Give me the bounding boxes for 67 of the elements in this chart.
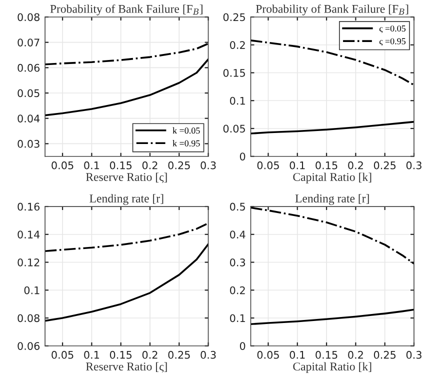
x-tick-label: 0.3 — [406, 350, 422, 359]
x-tick-label: 0.3 — [200, 350, 216, 359]
y-tick-label: 0.2 — [230, 286, 245, 294]
x-axis-title: Capital Ratio [k] — [293, 172, 372, 184]
y-tick-label: 0.07 — [18, 38, 40, 46]
x-tick-label: 0.3 — [200, 161, 216, 170]
x-tick-label: 0.15 — [316, 350, 338, 359]
y-tick-label: 0.12 — [18, 258, 40, 266]
line-series — [45, 58, 208, 116]
x-axis-title: Capital Ratio [k] — [293, 362, 372, 373]
chart-title: Lending rate [r] — [295, 194, 369, 205]
line-series — [250, 308, 414, 326]
y-tick-label: 0.08 — [18, 13, 40, 22]
y-tick-label: 0.05 — [223, 124, 245, 133]
y-tick-label: 0.3 — [230, 258, 246, 266]
x-tick-label: 0.25 — [374, 161, 396, 170]
y-tick-label: 0.4 — [230, 230, 246, 238]
x-tick-label: 0.05 — [52, 161, 74, 170]
line-series — [45, 222, 208, 252]
x-axis-title: Reserve Ratio [ς] — [86, 172, 167, 183]
y-tick-label: 0.03 — [18, 140, 40, 148]
x-tick-label: 0.25 — [374, 350, 396, 359]
chart-title: Probability of Bank Failure [F$_{B}$] — [50, 4, 202, 16]
x-tick-label: 0.25 — [168, 350, 190, 359]
y-tick-label: 0.1 — [230, 314, 245, 322]
x-tick-label: 0.15 — [316, 161, 338, 170]
y-tick-label: 0.14 — [18, 230, 40, 238]
y-tick-label: 0.16 — [18, 202, 40, 211]
chart-title: Probability of Bank Failure [F$_{B}$] — [256, 4, 408, 16]
y-tick-label: 0.25 — [223, 13, 245, 22]
y-tick-label: 0.1 — [230, 96, 245, 105]
y-tick-label: 0.04 — [18, 114, 40, 122]
x-tick-label: 0.2 — [142, 161, 158, 170]
legend-label: k =0.95 — [172, 140, 200, 146]
x-tick-label: 0.2 — [142, 350, 158, 359]
y-tick-label: 0.2 — [230, 41, 245, 49]
y-tick-label: 0.06 — [18, 64, 40, 72]
x-tick-label: 0.1 — [84, 161, 100, 170]
x-axis-title: Reserve Ratio [ς] — [86, 362, 167, 372]
x-tick-label: 0.1 — [84, 350, 100, 359]
y-tick-label: 0.5 — [230, 202, 245, 211]
legend-label: ς =0.95 — [379, 38, 406, 46]
y-tick-label: 0.05 — [18, 89, 40, 98]
line-series — [45, 42, 208, 66]
y-tick-label: 0.1 — [24, 286, 40, 294]
y-tick-label: 0 — [240, 342, 246, 350]
y-tick-label: 0.15 — [223, 68, 245, 77]
y-tick-label: 0 — [240, 152, 246, 160]
x-tick-label: 0.1 — [290, 350, 305, 359]
legend-label: ς =0.05 — [379, 25, 406, 34]
line-series — [250, 40, 414, 86]
x-tick-label: 0.2 — [348, 350, 363, 359]
legend-label: k =0.05 — [172, 127, 200, 134]
x-tick-label: 0.05 — [257, 161, 279, 170]
x-tick-label: 0.15 — [110, 350, 132, 359]
x-tick-label: 0.2 — [348, 161, 363, 170]
chart-title: Lending rate [r] — [90, 194, 164, 205]
x-tick-label: 0.05 — [52, 350, 74, 359]
line-series — [45, 243, 208, 322]
line-series — [250, 120, 414, 134]
x-tick-label: 0.15 — [110, 161, 132, 170]
x-tick-label: 0.25 — [168, 161, 190, 170]
x-tick-label: 0.05 — [257, 350, 279, 359]
y-tick-label: 0.08 — [18, 314, 40, 322]
x-tick-label: 0.3 — [406, 161, 422, 170]
x-tick-label: 0.1 — [290, 161, 305, 170]
y-tick-label: 0.06 — [18, 342, 40, 350]
